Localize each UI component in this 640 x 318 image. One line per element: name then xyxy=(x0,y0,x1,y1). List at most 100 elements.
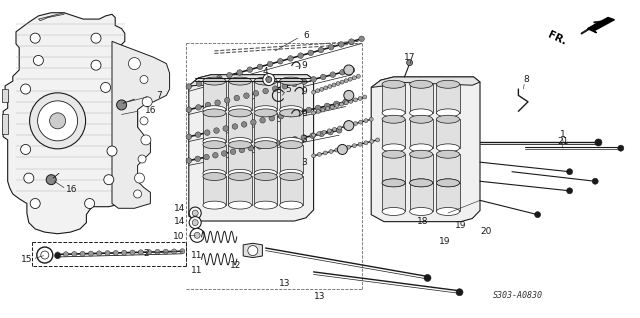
Ellipse shape xyxy=(228,137,252,146)
Circle shape xyxy=(129,58,140,70)
Circle shape xyxy=(344,121,354,131)
Circle shape xyxy=(266,77,272,82)
Bar xyxy=(436,183,460,211)
Circle shape xyxy=(337,144,348,155)
Text: 9: 9 xyxy=(302,61,307,70)
Circle shape xyxy=(358,96,362,100)
Text: 4: 4 xyxy=(263,67,268,76)
Text: 18: 18 xyxy=(417,217,428,226)
Circle shape xyxy=(142,97,152,107)
Circle shape xyxy=(91,33,101,43)
Bar xyxy=(280,145,303,173)
Text: 5: 5 xyxy=(285,85,291,93)
Circle shape xyxy=(223,126,228,131)
Ellipse shape xyxy=(382,179,405,187)
Ellipse shape xyxy=(382,144,405,152)
Circle shape xyxy=(369,117,373,121)
Circle shape xyxy=(353,98,358,102)
Ellipse shape xyxy=(382,115,405,123)
Circle shape xyxy=(312,133,316,137)
Circle shape xyxy=(618,145,624,151)
Text: S303-A0830: S303-A0830 xyxy=(493,291,543,300)
Circle shape xyxy=(328,45,334,50)
Ellipse shape xyxy=(436,179,460,187)
Circle shape xyxy=(340,102,344,106)
Circle shape xyxy=(327,129,332,133)
Text: 9: 9 xyxy=(302,109,307,118)
Circle shape xyxy=(278,59,283,64)
Ellipse shape xyxy=(203,172,226,181)
Text: 14: 14 xyxy=(173,217,185,225)
Circle shape xyxy=(306,107,312,113)
Circle shape xyxy=(37,247,53,263)
Text: 8: 8 xyxy=(524,75,529,84)
Circle shape xyxy=(356,74,360,78)
Ellipse shape xyxy=(228,201,252,209)
Circle shape xyxy=(349,99,353,103)
Circle shape xyxy=(155,249,160,254)
Ellipse shape xyxy=(254,172,277,181)
Circle shape xyxy=(335,148,339,152)
Bar xyxy=(254,176,277,205)
Text: 10: 10 xyxy=(173,232,185,241)
Bar xyxy=(228,113,252,142)
Circle shape xyxy=(216,75,222,81)
Circle shape xyxy=(534,212,541,218)
Circle shape xyxy=(318,47,324,53)
Ellipse shape xyxy=(254,201,277,209)
Circle shape xyxy=(297,109,302,115)
Circle shape xyxy=(324,86,328,90)
Circle shape xyxy=(140,75,148,84)
Circle shape xyxy=(326,107,330,111)
Ellipse shape xyxy=(254,106,277,114)
Circle shape xyxy=(260,117,266,123)
Circle shape xyxy=(344,79,348,83)
Circle shape xyxy=(33,55,44,66)
Circle shape xyxy=(230,149,236,155)
Circle shape xyxy=(273,86,278,92)
Ellipse shape xyxy=(436,207,460,216)
Circle shape xyxy=(278,113,284,119)
Circle shape xyxy=(212,152,218,158)
Circle shape xyxy=(336,81,340,86)
Circle shape xyxy=(320,87,324,91)
Circle shape xyxy=(312,90,316,94)
Bar xyxy=(228,145,252,173)
Bar xyxy=(410,119,433,148)
Circle shape xyxy=(298,53,303,59)
Circle shape xyxy=(257,64,263,70)
Circle shape xyxy=(333,101,339,107)
Circle shape xyxy=(263,88,268,94)
Circle shape xyxy=(595,139,602,146)
Ellipse shape xyxy=(382,150,405,158)
Ellipse shape xyxy=(228,106,252,114)
Bar xyxy=(382,154,405,183)
Circle shape xyxy=(84,198,95,209)
Circle shape xyxy=(134,173,145,183)
Circle shape xyxy=(107,146,117,156)
Text: 21: 21 xyxy=(557,137,569,146)
Ellipse shape xyxy=(280,77,303,85)
Circle shape xyxy=(163,249,168,254)
Circle shape xyxy=(340,80,344,84)
Text: 20: 20 xyxy=(481,227,492,236)
Circle shape xyxy=(330,105,334,109)
Ellipse shape xyxy=(280,169,303,177)
Text: 19: 19 xyxy=(455,221,467,230)
Bar xyxy=(280,176,303,205)
Circle shape xyxy=(105,251,110,256)
Ellipse shape xyxy=(436,80,460,88)
Circle shape xyxy=(29,93,86,149)
Text: 11: 11 xyxy=(191,252,203,260)
Circle shape xyxy=(348,123,352,127)
Bar xyxy=(410,84,433,113)
Ellipse shape xyxy=(436,144,460,152)
Circle shape xyxy=(239,147,244,153)
Circle shape xyxy=(147,250,152,255)
Circle shape xyxy=(312,111,316,115)
Circle shape xyxy=(287,111,293,117)
Circle shape xyxy=(339,42,344,47)
Circle shape xyxy=(346,145,351,149)
Circle shape xyxy=(50,113,65,129)
Bar xyxy=(2,114,8,134)
